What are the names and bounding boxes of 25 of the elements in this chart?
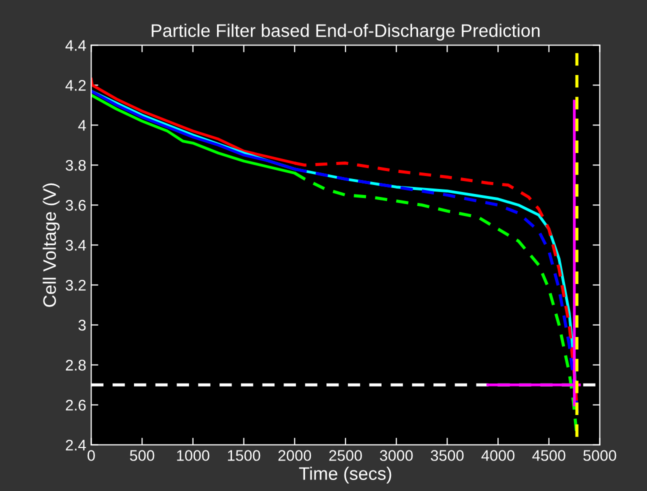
y-tick-label: 4.4 <box>65 40 86 51</box>
chart-title: Particle Filter based End-of-Discharge Prediction <box>152 24 540 41</box>
y-tick-label: 4 <box>78 120 86 131</box>
y-tick-label: 3.6 <box>66 200 86 211</box>
y-tick-label: 2.8 <box>66 360 86 371</box>
x-tick-label: 2000 <box>278 450 312 461</box>
x-tick-label: 500 <box>130 450 154 461</box>
y-tick-label: 3.8 <box>66 160 86 171</box>
y-axis-title: Cell Voltage (V) <box>42 183 60 307</box>
y-tick-label: 3 <box>78 320 86 331</box>
y-tick-label: 2.6 <box>66 400 86 411</box>
y-tick-label: 3.4 <box>66 240 86 251</box>
x-tick-label: 2500 <box>329 450 362 461</box>
y-tick-label: 4.2 <box>65 80 86 91</box>
x-tick-label: 3500 <box>430 450 464 461</box>
x-tick-label: 5000 <box>583 450 616 461</box>
x-tick-label: 3000 <box>380 450 413 461</box>
x-tick-label: 1000 <box>177 450 210 461</box>
x-tick-label: 4000 <box>481 450 514 461</box>
x-axis-title: Time (secs) <box>299 466 392 484</box>
y-tick-label: 2.4 <box>66 440 86 450</box>
x-tick-label: 0 <box>88 450 95 461</box>
y-tick-label: 3.2 <box>66 280 86 291</box>
x-tick-label: 1500 <box>228 450 260 461</box>
x-tick-label: 4500 <box>532 450 566 461</box>
